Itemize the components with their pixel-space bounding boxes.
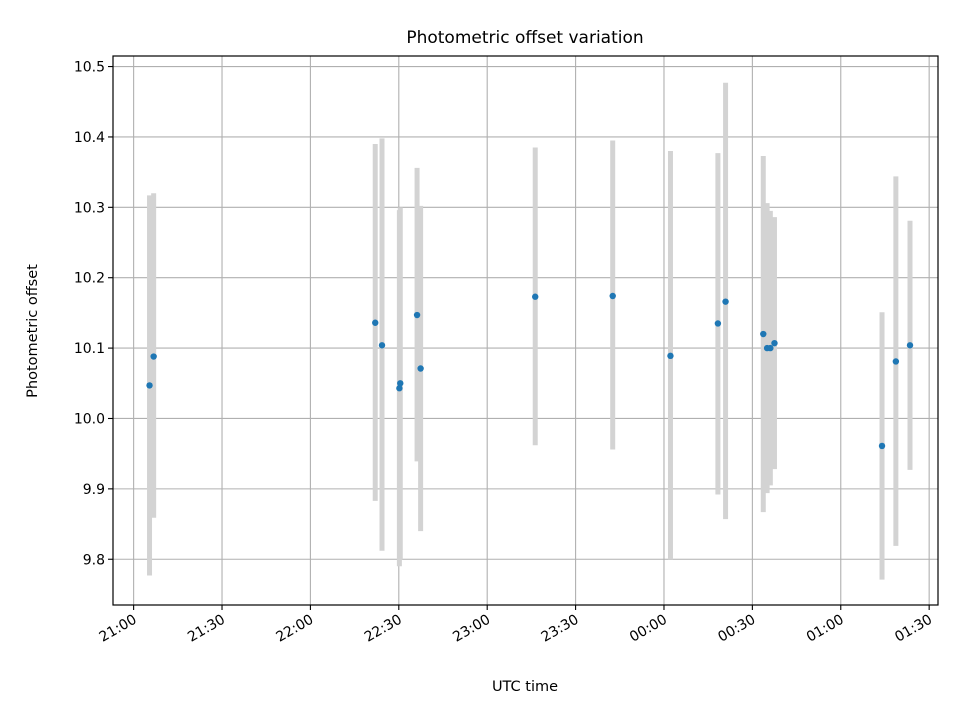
data-point <box>417 365 424 372</box>
data-point <box>767 344 774 352</box>
y-tick-label: 9.9 <box>83 482 105 498</box>
y-tick-label: 10.5 <box>74 60 105 76</box>
data-point <box>396 385 403 392</box>
data-point <box>150 353 157 360</box>
chart-title: Photometric offset variation <box>406 28 643 48</box>
data-point <box>714 320 722 327</box>
y-tick-label: 10.4 <box>74 130 105 146</box>
y-axis-label: Photometric offset <box>25 264 41 398</box>
data-point <box>906 342 914 349</box>
data-point <box>667 352 674 360</box>
y-tick-label: 9.8 <box>83 552 105 568</box>
y-tick-label: 10.1 <box>74 341 105 357</box>
data-points <box>146 292 914 450</box>
y-tick-label: 10.2 <box>74 271 105 287</box>
data-point <box>760 330 767 338</box>
data-point <box>609 292 616 300</box>
y-axis-ticks: 9.8 9.9 10.0 10.1 10.2 10.3 10.4 10.5 <box>74 60 113 568</box>
plot-frame <box>112 55 939 606</box>
data-point <box>892 358 900 365</box>
data-point <box>532 293 539 300</box>
data-point <box>146 382 153 389</box>
data-point <box>397 380 404 387</box>
data-point <box>378 342 386 349</box>
data-point <box>722 298 729 305</box>
data-point <box>878 442 886 450</box>
y-tick-label: 10.3 <box>74 200 105 216</box>
data-point <box>413 311 421 319</box>
x-axis-label: UTC time <box>492 679 558 695</box>
y-tick-label: 10.0 <box>74 411 105 427</box>
data-point <box>771 339 778 347</box>
data-point <box>372 319 379 326</box>
grid <box>113 56 938 605</box>
